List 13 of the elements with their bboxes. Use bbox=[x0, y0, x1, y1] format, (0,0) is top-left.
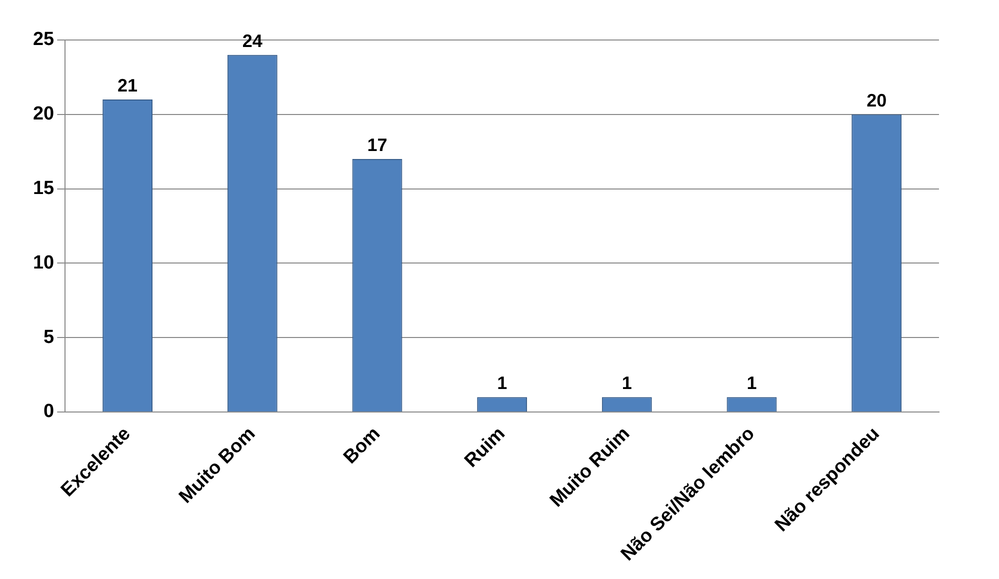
y-tick-label: 0 bbox=[44, 401, 54, 422]
data-label: 1 bbox=[746, 373, 757, 394]
data-label: 21 bbox=[118, 75, 138, 96]
data-label: 24 bbox=[242, 30, 262, 51]
y-tick-label: 20 bbox=[32, 104, 54, 125]
data-label: 1 bbox=[622, 373, 632, 394]
data-label: 1 bbox=[497, 373, 508, 394]
data-label: 20 bbox=[866, 90, 887, 110]
y-tick-label: 15 bbox=[32, 178, 55, 200]
y-tick-label: 25 bbox=[32, 29, 55, 50]
y-tick-label: 5 bbox=[44, 326, 55, 348]
y-tick-label: 10 bbox=[32, 252, 54, 274]
data-label: 17 bbox=[367, 134, 388, 155]
